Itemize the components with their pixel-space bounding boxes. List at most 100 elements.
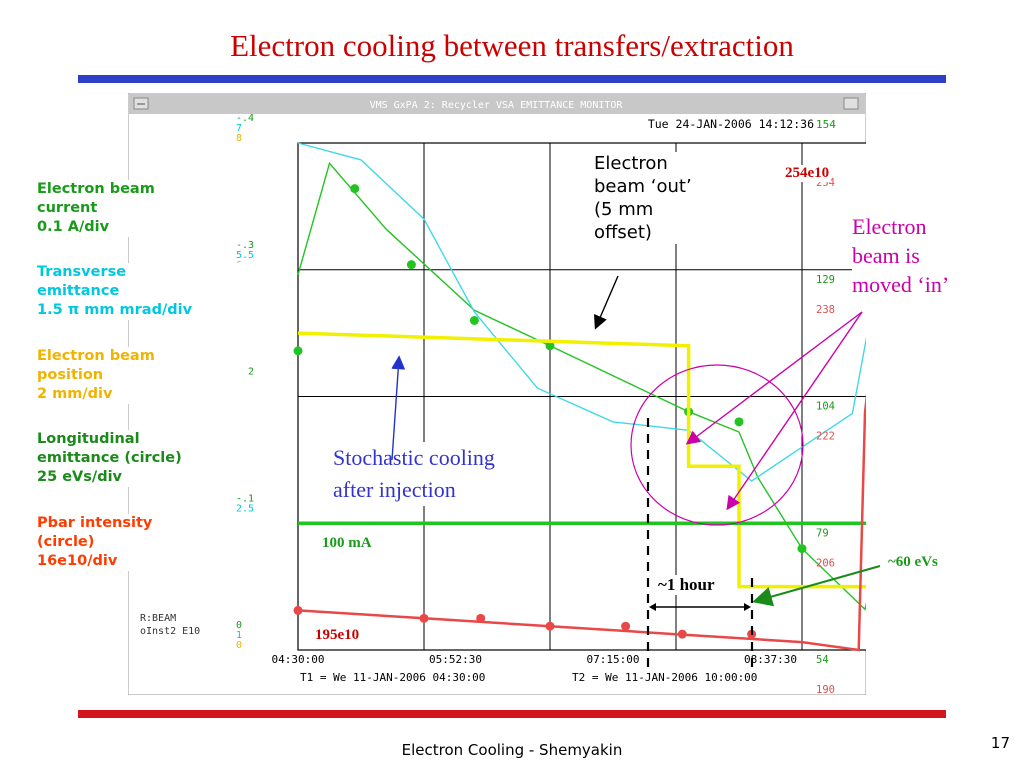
marker-pbar-intensity (545, 621, 555, 631)
t1-label: T1 = We 11-JAN-2006 04:30:00 (300, 671, 485, 684)
marker-long-emittance (406, 260, 416, 270)
marker-pbar-intensity (476, 613, 486, 623)
current-100ma-label: 100 mA (322, 535, 372, 551)
legend-pbar-intensity: Pbar intensity (circle) 16e10/div (37, 514, 247, 571)
left-axis-tick-label: 7 (236, 123, 242, 134)
legend-longitudinal-emittance: Longitudinal emittance (circle) 25 eVs/d… (37, 430, 247, 487)
callout-line: offset) (594, 222, 652, 243)
callout-line: Electron (852, 214, 927, 239)
legend-line: 25 eVs/div (37, 469, 123, 485)
intensity-254-label: 254e10 (783, 165, 832, 182)
callout-line: Stochastic cooling (333, 445, 495, 470)
legend-line: Transverse (37, 264, 127, 280)
left-axis-tick-label: 5.5 (236, 250, 254, 261)
beam-in-arrow-1 (685, 311, 863, 445)
marker-pbar-intensity (419, 613, 429, 623)
marker-pbar-intensity (621, 621, 631, 631)
marker-long-emittance (734, 417, 744, 427)
right-axis-tick-label: 54 (816, 654, 829, 666)
stochastic-arrow (391, 355, 406, 461)
right-axis-top-green: 154 (816, 118, 836, 131)
legend-line: Electron beam (37, 181, 155, 197)
callout-line: moved ‘in’ (852, 272, 950, 297)
stochastic-cooling-callout: Stochastic cooling after injection (333, 442, 495, 506)
left-axis-tick-label: 0 (236, 620, 242, 631)
legend-line: Longitudinal (37, 431, 140, 447)
right-axis-tick-label: 222 (816, 431, 835, 443)
marker-long-emittance (545, 341, 555, 351)
left-axis-tick-label: 0 (236, 640, 242, 651)
t2-label: T2 = We 11-JAN-2006 10:00:00 (572, 671, 757, 684)
left-axis-tick-label: 1 (236, 630, 242, 641)
right-axis-tick-label: 190 (816, 684, 835, 695)
callout-line: Electron (594, 153, 668, 174)
emittance-monitor-window: VMS GxPA 2: Recycler VSA EMITTANCE MONIT… (128, 93, 866, 695)
rbeam-label: R:BEAM (140, 613, 176, 624)
marker-long-emittance (797, 544, 807, 554)
beam-in-callout: Electron beam is moved ‘in’ (852, 212, 950, 299)
legend-line: Pbar intensity (37, 515, 153, 531)
legend-line: Electron beam (37, 348, 155, 364)
callout-line: beam is (852, 243, 920, 268)
slide-title: Electron cooling between transfers/extra… (230, 28, 794, 63)
axis-labels: 04:30:0005:52:3007:15:0008:37:3010:00:00… (236, 113, 835, 695)
legend-electron-current: Electron beam current 0.1 A/div (37, 180, 247, 237)
beam-out-arrow (594, 275, 619, 330)
one-hour-arrow-right-head (744, 603, 751, 611)
intensity-195-label: 195e10 (313, 627, 362, 644)
page-number: 17 (990, 734, 1010, 752)
x-tick-label: 04:30:00 (272, 653, 325, 666)
series-electron-beam-position (297, 331, 866, 589)
right-axis-tick-label: 79 (816, 527, 829, 539)
legend-line: 1.5 π mm mrad/div (37, 302, 193, 318)
legend-line: emittance (circle) (37, 450, 182, 466)
window-timestamp: Tue 24-JAN-2006 14:12:36 (648, 117, 814, 131)
legend-line: 2 mm/div (37, 386, 113, 402)
long-emit-60-label: ~60 eVs (888, 554, 938, 570)
title-divider (78, 75, 946, 83)
right-axis-tick-label: 206 (816, 557, 835, 569)
window-title: VMS GxPA 2: Recycler VSA EMITTANCE MONIT… (370, 100, 624, 111)
right-axis-tick-label: 129 (816, 274, 835, 286)
right-axis-tick-label: 104 (816, 401, 835, 413)
footer-divider (78, 710, 946, 718)
marker-long-emittance (293, 346, 303, 356)
left-axis-tick-label: -.4 (236, 113, 254, 124)
x-tick-label: 08:37:30 (744, 653, 797, 666)
x-tick-label: 05:52:30 (429, 653, 482, 666)
legend-line: (circle) (37, 534, 95, 550)
legend-line: current (37, 200, 98, 216)
marker-pbar-intensity (293, 605, 303, 615)
left-axis-tick-label: 2.5 (236, 503, 254, 514)
callout-line: (5 mm (594, 199, 654, 220)
one-hour-arrow-left-head (649, 603, 656, 611)
cooling-region-circle (630, 364, 804, 526)
marker-long-emittance (469, 315, 479, 325)
series-pbar-intensity (297, 393, 866, 652)
one-hour-label: ~1 hour (658, 575, 715, 595)
beam-out-callout: Electron beam ‘out’ (5 mm offset) (594, 152, 692, 244)
legend-line: 0.1 A/div (37, 219, 110, 235)
callout-line: after injection (333, 477, 456, 502)
plot-area (293, 142, 866, 652)
marker-long-emittance (350, 184, 360, 194)
long-emit-arrow (752, 565, 881, 607)
inst-label: oInst2 E10 (140, 626, 200, 637)
marker-pbar-intensity (677, 629, 687, 639)
window-scroll-icon[interactable] (843, 97, 859, 110)
callout-line: beam ‘out’ (594, 176, 692, 197)
x-tick-label: 07:15:00 (587, 653, 640, 666)
slide-footer: Electron Cooling - Shemyakin (401, 741, 623, 759)
legend-transverse-emittance: Transverse emittance 1.5 π mm mrad/div (37, 263, 247, 320)
legend-line: emittance (37, 283, 120, 299)
left-axis-tick-label: 8 (236, 133, 242, 144)
legend-electron-position: Electron beam position 2 mm/div (37, 347, 247, 404)
legend-line: 16e10/div (37, 553, 118, 569)
right-axis-tick-label: 238 (816, 304, 835, 316)
left-axis-tick-label: -.1 (236, 493, 254, 504)
window-title-bar[interactable] (129, 94, 865, 114)
legend-line: position (37, 367, 104, 383)
series-long-emittance (297, 161, 866, 611)
left-axis-tick-label: -.3 (236, 240, 254, 251)
